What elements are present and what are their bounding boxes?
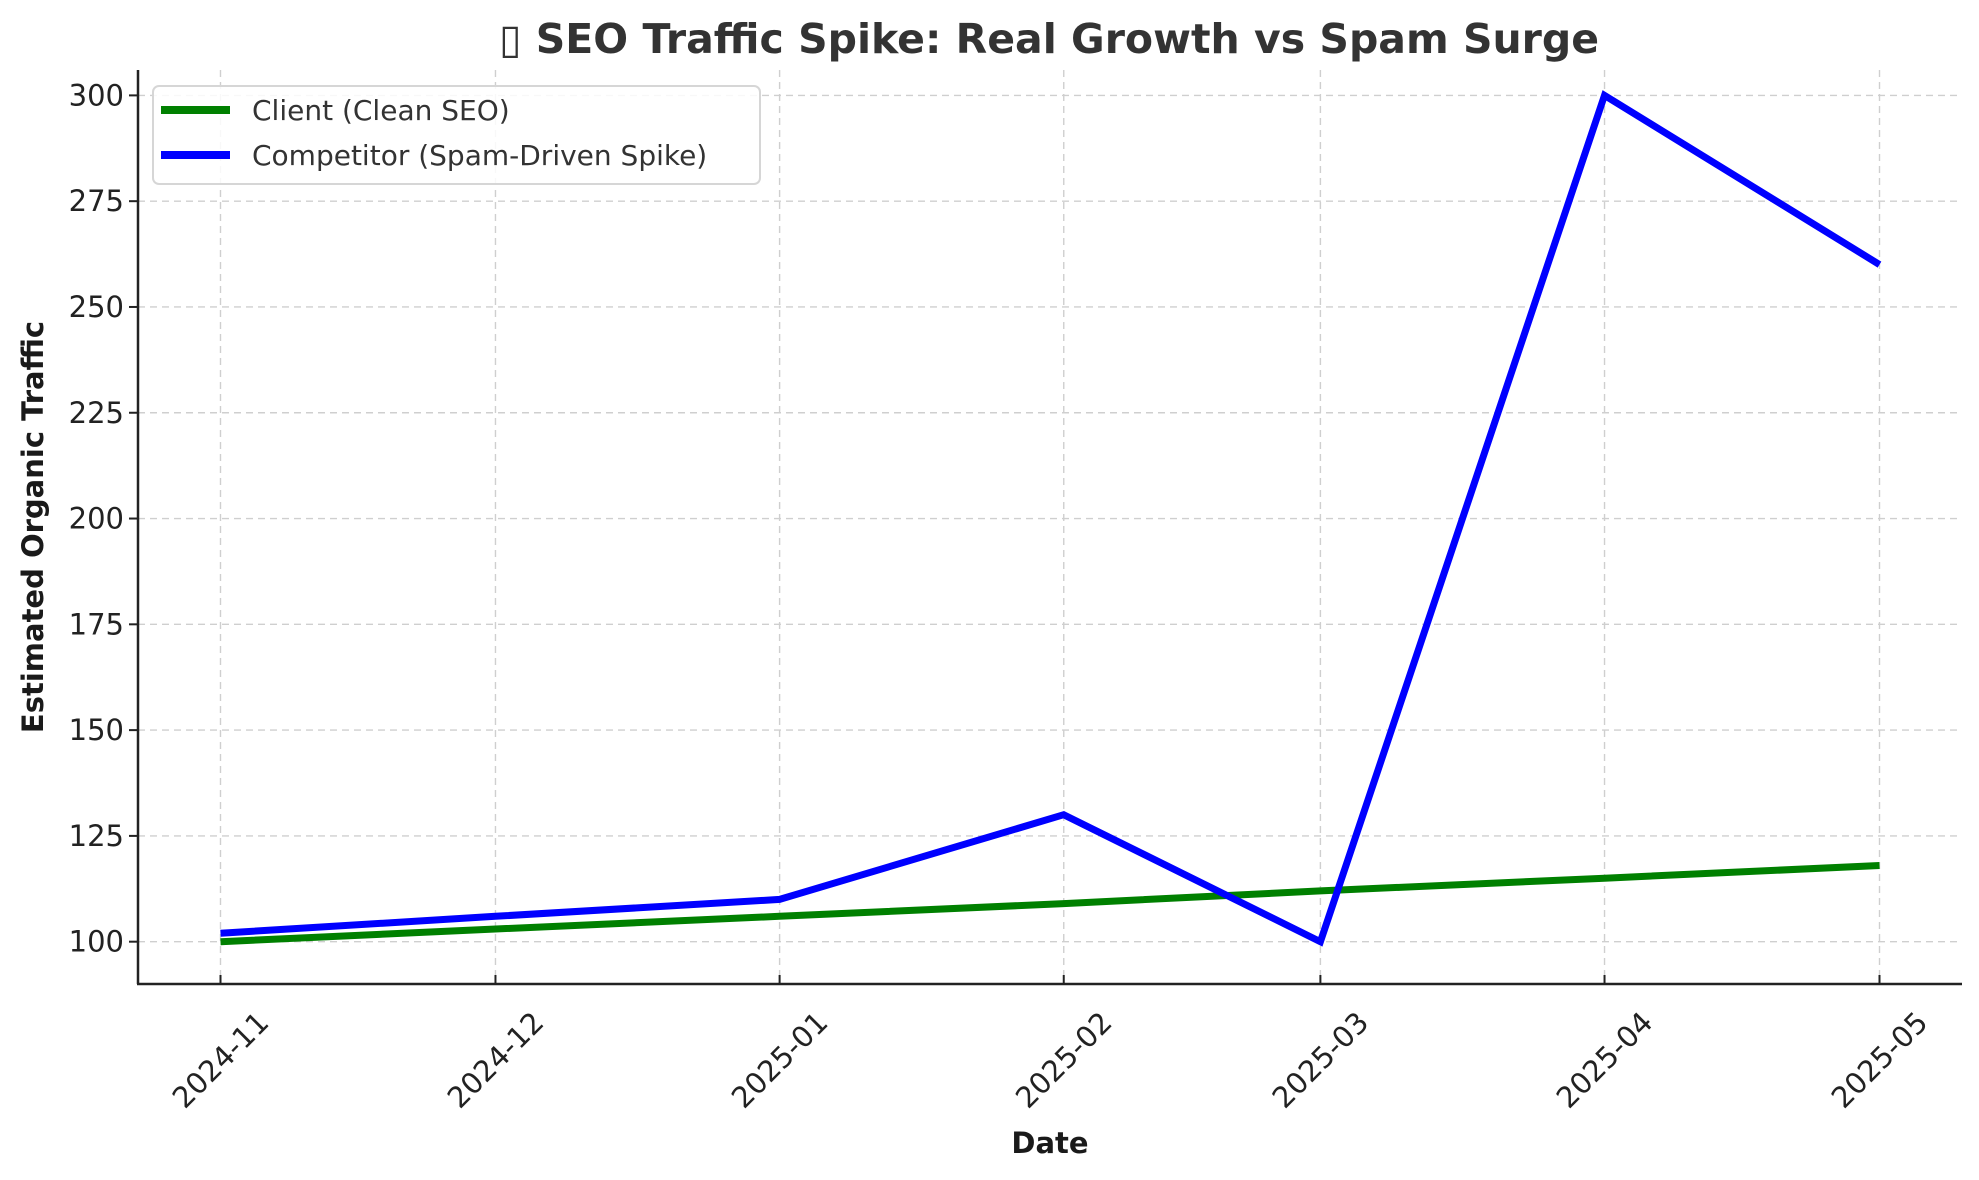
y-tick-label: 125 xyxy=(69,819,124,853)
data-point-competitor xyxy=(1601,92,1608,99)
data-point-client xyxy=(776,913,783,920)
data-point-client xyxy=(217,938,224,945)
data-point-client xyxy=(1601,875,1608,882)
y-tick-label: 300 xyxy=(69,78,124,112)
data-point-competitor xyxy=(1876,261,1883,268)
data-point-competitor xyxy=(1317,938,1324,945)
data-point-client xyxy=(492,925,499,932)
y-tick-label: 225 xyxy=(69,396,124,430)
x-gridlines xyxy=(219,70,1881,984)
series-line-client xyxy=(220,862,1880,946)
legend-box xyxy=(152,85,761,185)
y-tick-label: 175 xyxy=(69,607,124,641)
legend-label-client: Client (Clean SEO) xyxy=(252,94,510,127)
y-axis-ticks: 100 125 150 175 200 225 250 275 300 xyxy=(69,78,138,959)
data-point-competitor xyxy=(776,896,783,903)
data-point-client xyxy=(1876,862,1883,869)
y-tick-label: 275 xyxy=(69,184,124,218)
data-point-competitor xyxy=(217,930,224,937)
y-tick-label: 100 xyxy=(69,925,124,959)
x-axis-label: Date xyxy=(1011,1126,1088,1160)
chart-title: ▯ SEO Traffic Spike: Real Growth vs Spam… xyxy=(499,15,1599,63)
y-tick-label: 250 xyxy=(69,290,124,324)
series-line-competitor xyxy=(220,90,1882,947)
data-point-client xyxy=(1060,900,1067,907)
y-tick-label: 150 xyxy=(69,713,124,747)
legend-label-competitor: Competitor (Spam-Driven Spike) xyxy=(252,139,707,172)
series-layer xyxy=(217,90,1883,947)
data-point-competitor xyxy=(1060,811,1067,818)
data-point-competitor xyxy=(492,913,499,920)
y-axis-label: Estimated Organic Traffic xyxy=(16,321,50,733)
data-point-client xyxy=(1317,887,1324,894)
legend: Client (Clean SEO) Competitor (Spam-Driv… xyxy=(152,85,761,185)
axes xyxy=(136,70,1962,986)
y-tick-label: 200 xyxy=(69,502,124,536)
